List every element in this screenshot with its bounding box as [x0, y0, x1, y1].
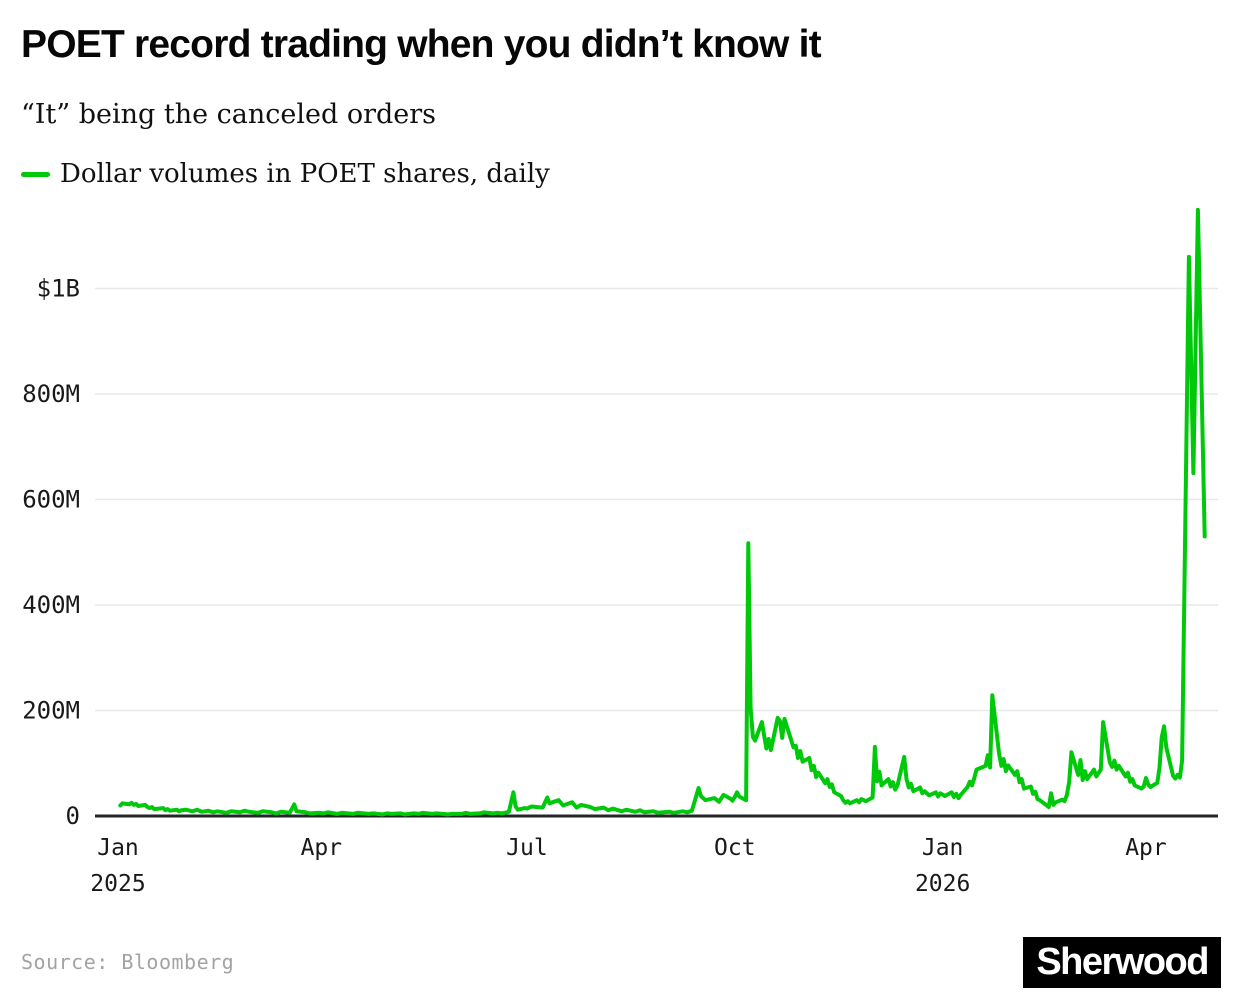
- chart-subtitle: “It” being the canceled orders: [21, 99, 437, 130]
- x-axis-label: Jan: [97, 835, 139, 861]
- y-axis-label: $1B: [37, 275, 80, 303]
- x-axis-label: Apr: [1125, 835, 1167, 861]
- y-axis-label: 600M: [22, 486, 80, 514]
- y-axis-label: 0: [66, 802, 80, 830]
- x-axis-year-label: 2025: [90, 871, 145, 897]
- page-title: POET record trading when you didn’t know…: [21, 23, 822, 66]
- y-axis-label: 800M: [22, 380, 80, 408]
- x-axis-year-label: 2026: [915, 871, 970, 897]
- x-axis-label: Oct: [714, 835, 756, 861]
- legend-line-swatch-icon: [21, 171, 50, 177]
- y-axis-label: 200M: [22, 697, 80, 725]
- x-axis-label: Apr: [301, 835, 343, 861]
- y-axis-label: 400M: [22, 591, 80, 619]
- brand-logo-text: Sherwood: [1036, 941, 1209, 983]
- legend: Dollar volumes in POET shares, daily: [21, 159, 550, 189]
- source-note: Source: Bloomberg: [21, 950, 235, 974]
- brand-logo: Sherwood: [1023, 937, 1221, 988]
- series-line: [118, 207, 1207, 817]
- x-axis-label: Jan: [922, 835, 964, 861]
- legend-label: Dollar volumes in POET shares, daily: [60, 159, 550, 189]
- x-axis-label: Jul: [506, 835, 548, 861]
